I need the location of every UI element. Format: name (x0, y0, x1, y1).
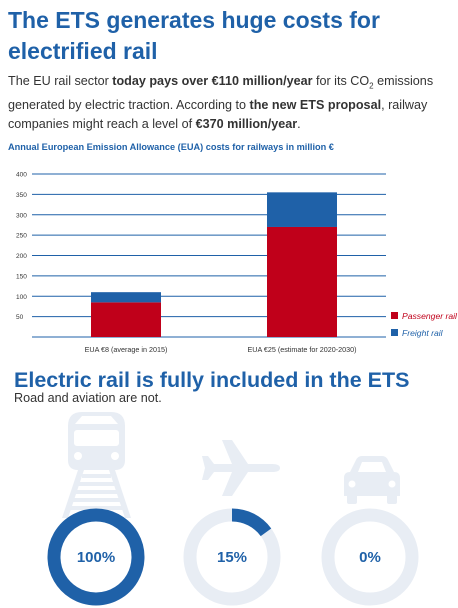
aviation-percent-label: 15% (217, 549, 247, 566)
road-ring-track (321, 508, 419, 606)
train-percent-label: 100% (77, 549, 115, 566)
legend-item-freight: Freight rail (391, 324, 457, 341)
airplane-icon (202, 440, 280, 496)
car-icon (344, 456, 400, 504)
legend-item-passenger: Passenger rail (391, 307, 457, 324)
bar-segment-passenger (91, 302, 161, 337)
section-title: Electric rail is fully included in the E… (14, 368, 410, 392)
intro-highlight-future-cost: €370 million/year (195, 116, 298, 131)
intro-paragraph: The EU rail sector today pays over €110 … (8, 72, 453, 134)
y-tick-label: 400 (16, 172, 27, 179)
intro-text-3: emissions generated by electric traction… (8, 74, 434, 112)
intro-highlight-current-cost: today pays over €110 million/year (112, 74, 313, 88)
page-title: The ETS generates huge costs for electri… (8, 7, 380, 64)
y-tick-label: 250 (16, 233, 27, 240)
y-tick-label: 150 (16, 273, 27, 280)
y-tick-label: 200 (16, 253, 27, 260)
chart-title: Annual European Emission Allowance (EUA)… (8, 142, 334, 152)
intro-co2-subscript: 2 (369, 81, 374, 91)
intro-text-5: . (297, 116, 301, 131)
legend-swatch-passenger (391, 312, 398, 319)
bar-segment-passenger (267, 226, 337, 337)
x-category-label: EUA €25 (estimate for 2020-2030) (247, 345, 356, 354)
aviation-ring-progress (231, 508, 272, 537)
train-ring-progress (47, 508, 145, 606)
intro-text-4: , railway companies might reach a level … (8, 97, 428, 131)
train-coverage-ring: 100% (47, 508, 145, 606)
x-category-label: EUA €8 (average in 2015) (85, 345, 168, 354)
train-icon (62, 412, 131, 518)
road-coverage-ring: 0% (321, 508, 419, 606)
bar-segment-freight (267, 192, 337, 227)
y-tick-label: 300 (16, 212, 27, 219)
intro-text-1: The EU rail sector (8, 74, 113, 88)
eua-cost-chart: 50 100 150 200 250 300 350 400 EUA €8 (average i… (16, 172, 386, 354)
legend-swatch-freight (391, 329, 398, 336)
bar-segment-freight (91, 292, 161, 303)
section-subtitle: Road and aviation are not. (14, 391, 162, 405)
inclusion-graphic: 100% 15% 0% (47, 412, 419, 606)
intro-highlight-proposal: the new ETS proposal (249, 97, 382, 112)
y-tick-label: 50 (16, 314, 24, 321)
aviation-coverage-ring: 15% (183, 508, 281, 606)
legend-label-freight: Freight rail (402, 327, 443, 338)
chart-legend: Passenger rail Freight rail (391, 307, 457, 341)
intro-text-2: for its CO (312, 74, 370, 88)
y-tick-label: 350 (16, 192, 27, 199)
y-tick-label: 100 (16, 294, 27, 301)
road-percent-label: 0% (359, 549, 381, 566)
legend-label-passenger: Passenger rail (402, 310, 457, 321)
